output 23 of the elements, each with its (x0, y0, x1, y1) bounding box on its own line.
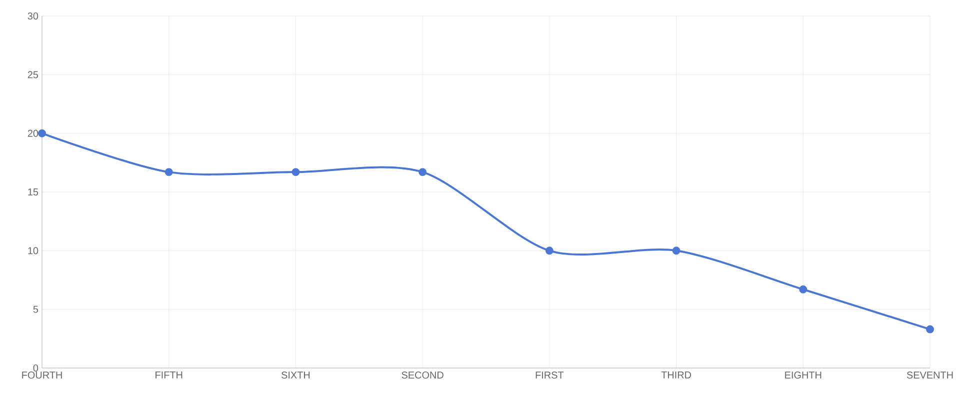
point (672, 246, 680, 255)
y-tick-label: 15 (28, 188, 38, 196)
point (418, 168, 427, 176)
point (926, 325, 934, 334)
point (799, 285, 808, 294)
x-tick-label: SECOND (402, 372, 444, 379)
y-tick-label: 5 (33, 306, 38, 313)
x-tick-label: THIRD (661, 372, 692, 378)
point (545, 246, 554, 255)
y-tick-label: 30 (28, 12, 38, 20)
x-tick-label: FIRST (536, 372, 564, 379)
point (38, 129, 46, 138)
x-tick-label: FIFTH (156, 372, 182, 378)
point (292, 168, 300, 176)
y-tick-label: 20 (28, 130, 38, 137)
x-tick-label: SEVENTH (906, 372, 953, 379)
y-tick-label: 0 (33, 364, 38, 372)
y-tick-label: 10 (28, 247, 38, 254)
x-tick-label: EIGHTH (785, 372, 822, 379)
y-tick-label: 25 (28, 71, 38, 78)
point (164, 168, 173, 176)
x-tick-label: FOURTH (22, 372, 62, 379)
x-tick-label: SIXTH (282, 372, 310, 379)
